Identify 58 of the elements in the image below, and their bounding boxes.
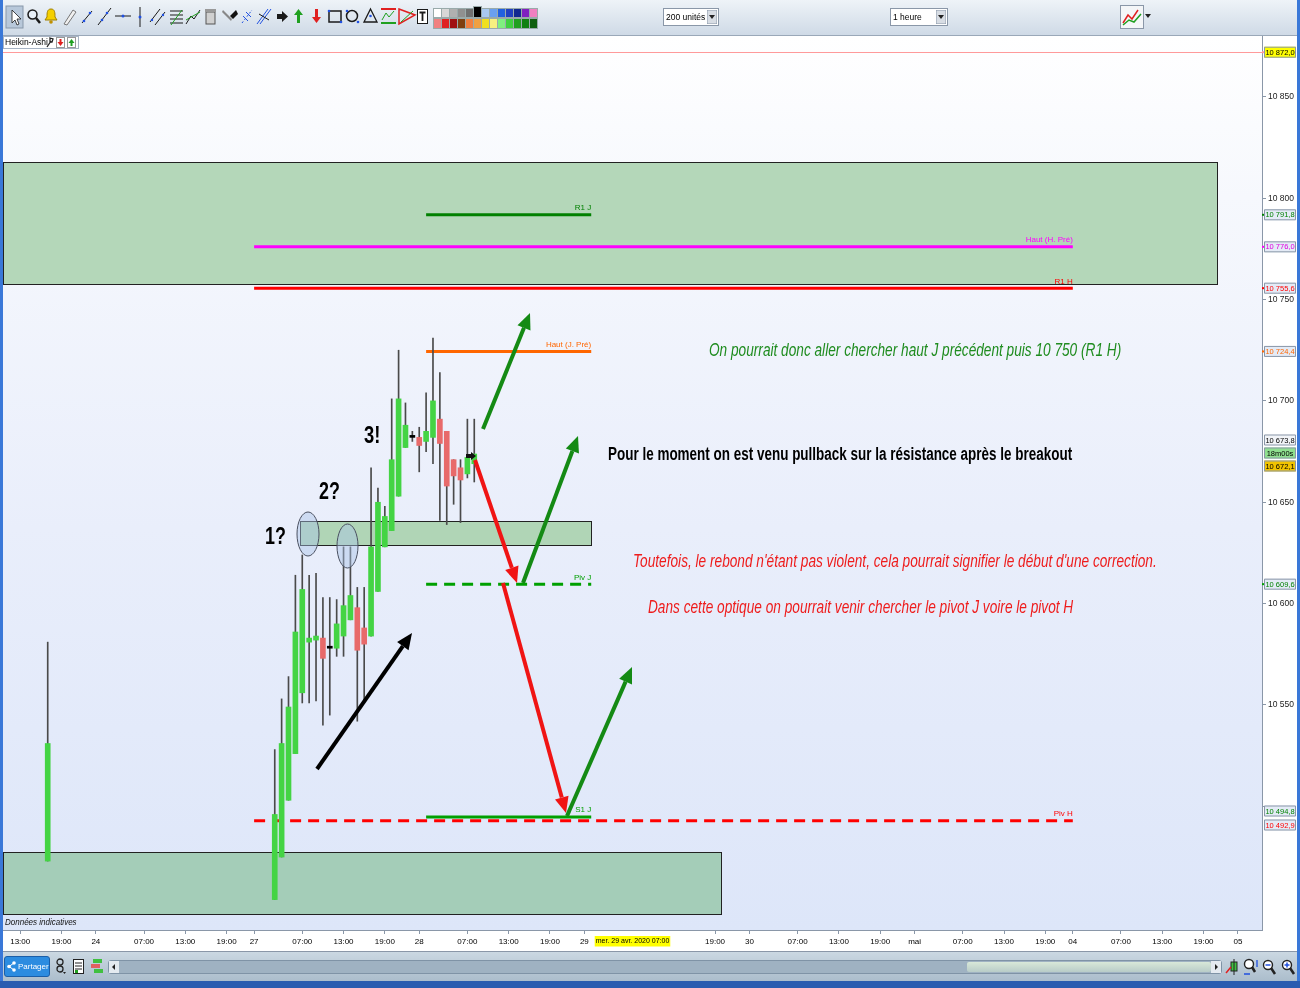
x-tick-label: 19:00 — [51, 937, 73, 946]
x-tick-label: 07:00 — [292, 937, 313, 946]
share-button: Partager — [4, 956, 50, 977]
x-tick-label: 04 — [1068, 937, 1078, 946]
annotation: Dans cette optique on pourrait venir chercher le pivot J voire le pivot H — [648, 597, 1074, 618]
x-tick-label: 05 — [1233, 937, 1243, 946]
annotation: Toutefois, le rebond n'étant pas violent, cela pourrait signifier le début d'une correction. — [633, 551, 1157, 572]
annotation: Données indicatives — [5, 917, 77, 928]
x-tick-label: 07:00 — [134, 937, 155, 946]
candlestick — [326, 597, 333, 716]
series-label: Piv J — [573, 572, 592, 582]
series-label: R1 J — [574, 203, 592, 213]
y-tick-label: 10 800 — [1268, 192, 1295, 203]
x-tick-label: 19:00 — [1035, 937, 1056, 946]
annotation: 2? — [319, 478, 340, 505]
y-tick-label: 10 600 — [1268, 597, 1295, 608]
x-tick-label: 13:00 — [333, 937, 355, 946]
x-tick-label: 19:00 — [539, 937, 561, 946]
x-tick-label: 19:00 — [870, 937, 891, 946]
x-tick-label: 27 — [249, 937, 260, 946]
x-tick-label: 07:00 — [952, 937, 974, 946]
x-tick-label: 13:00 — [993, 937, 1015, 946]
annotation: 3! — [364, 422, 381, 449]
series-label: S1 J — [575, 805, 592, 815]
x-tick-label: 29 — [579, 937, 590, 946]
y-tick-label: 10 850 — [1268, 91, 1295, 102]
x-tick-label: 19:00 — [705, 937, 726, 946]
x-tick-label: 13:00 — [498, 937, 520, 946]
dropdown: 200 unités — [663, 8, 719, 26]
x-tick-label: 24 — [91, 937, 101, 946]
x-tick-label: 19:00 — [216, 937, 238, 946]
x-tick-label: 13:00 — [10, 937, 31, 946]
x-tick-label: 07:00 — [1110, 937, 1132, 946]
series-label: Haut (H. Pré) — [1025, 235, 1074, 245]
series-label: R1 H — [1054, 276, 1074, 286]
y-tick-label: 10 700 — [1268, 395, 1295, 406]
series-label: Haut (J. Pré) — [545, 339, 592, 349]
annotation: Pour le moment on est venu pullback sur la résistance après le breakout — [608, 444, 1073, 465]
dropdown: 1 heure — [890, 8, 948, 26]
x-tick-label: 13:00 — [175, 937, 196, 946]
y-tick-label: 10 550 — [1268, 699, 1295, 710]
y-tick-label: 10 650 — [1268, 496, 1295, 507]
annotation: On pourrait donc aller chercher haut J précédent puis 10 750 (R1 H) — [709, 340, 1122, 361]
x-tick-label: 13:00 — [1152, 937, 1173, 946]
annotation: 1? — [265, 523, 286, 550]
x-tick-label: 07:00 — [787, 937, 809, 946]
x-tick-label: 19:00 — [374, 937, 396, 946]
x-tick-label: 13:00 — [828, 937, 850, 946]
x-tick-label: 07:00 — [457, 937, 478, 946]
x-tick-label: 30 — [745, 937, 755, 946]
candlestick — [320, 597, 326, 726]
x-tick-label: 19:00 — [1193, 937, 1215, 946]
chart-title: Heikin-Ashi — [5, 37, 48, 48]
x-tick-label: 28 — [414, 937, 425, 946]
x-tick-label: mai — [908, 937, 922, 946]
candlestick — [416, 426, 423, 473]
y-tick-label: 10 750 — [1268, 293, 1295, 304]
series-label: Piv H — [1053, 809, 1074, 819]
